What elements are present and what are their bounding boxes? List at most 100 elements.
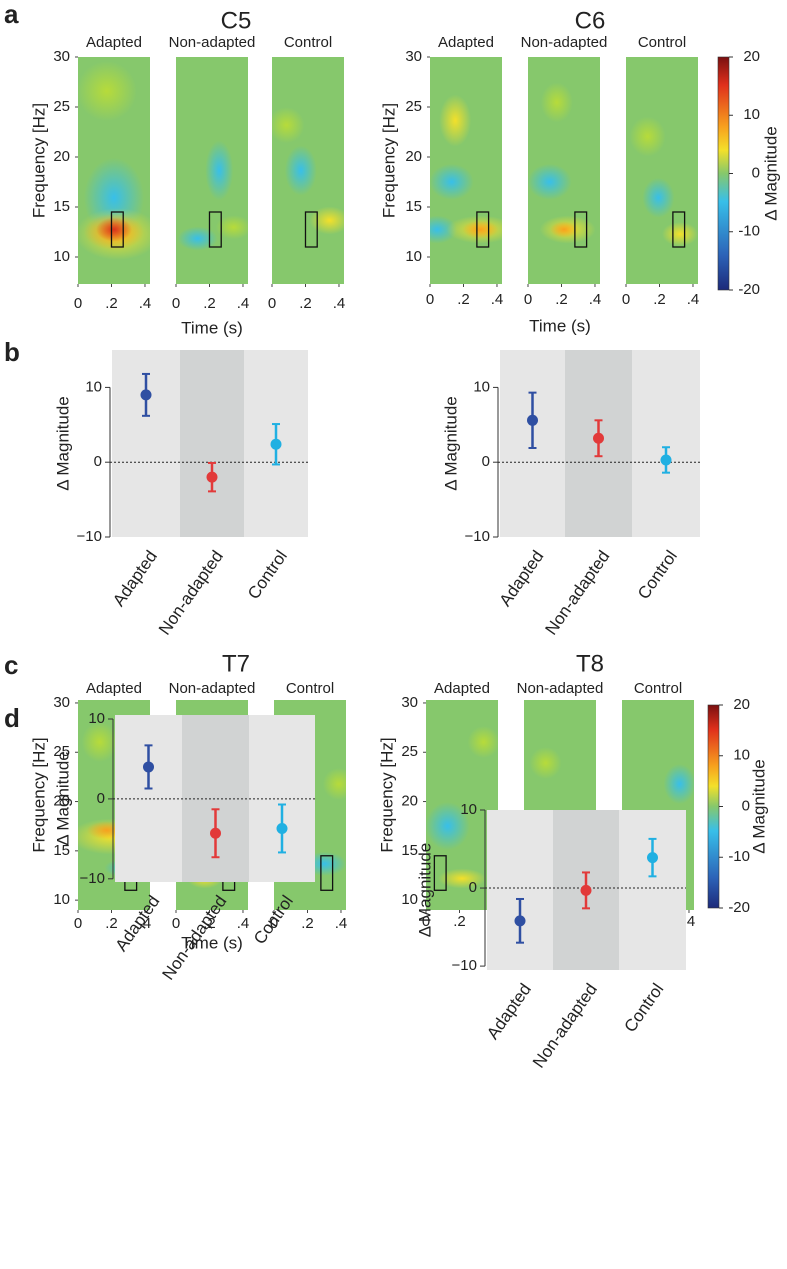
y-tick-label: 15 — [401, 842, 418, 859]
x-tick-label: 0 — [268, 295, 276, 312]
y-tick-label: 10 — [53, 248, 70, 265]
heatmap-panel — [626, 57, 698, 284]
point — [140, 389, 152, 401]
roi-box — [320, 855, 334, 891]
x-tick-label: 0 — [622, 291, 630, 308]
category-label: Non-adapted — [155, 547, 227, 638]
y-axis-label: Frequency [Hz] — [29, 737, 48, 852]
y-tick-label: 10 — [401, 891, 418, 908]
x-tick-label: .4 — [333, 295, 346, 312]
point — [276, 822, 288, 834]
colorbar-tick-label: -10 — [738, 223, 760, 240]
y-tick-label: 30 — [401, 694, 418, 711]
y-tick-label: 15 — [405, 198, 422, 215]
condition-label: Control — [286, 680, 334, 697]
heatmap-blob — [439, 94, 472, 147]
condition-label: Adapted — [86, 34, 142, 51]
roi-box — [110, 211, 124, 248]
x-tick-label: .4 — [139, 295, 152, 312]
heatmap-blob — [550, 221, 578, 238]
y-tick-label: 15 — [53, 198, 70, 215]
heatmap-blob — [528, 163, 572, 200]
heatmap-blob — [309, 206, 344, 235]
colorbar-tick-label: -10 — [728, 848, 750, 865]
colorbar-tick-label: -20 — [738, 281, 760, 298]
condition-label: Control — [638, 34, 686, 51]
roi-box — [304, 211, 318, 248]
y-axis-label: Δ Magnitude — [415, 843, 434, 938]
colorbar-tick-label: 10 — [743, 106, 760, 123]
heatmap-blob — [81, 722, 118, 762]
heatmap-blob — [426, 802, 470, 850]
colorbar-tick-label: -20 — [728, 899, 750, 916]
heatmap-panel — [78, 57, 150, 284]
category-label: Control — [250, 892, 297, 948]
heatmap-panel — [272, 57, 344, 284]
condition-label: Control — [634, 680, 682, 697]
x-tick-label: .4 — [139, 915, 152, 932]
x-tick-label: 0 — [74, 295, 82, 312]
x-tick-label: 0 — [426, 291, 434, 308]
y-axis-label: Δ Magnitude — [53, 751, 72, 846]
point — [580, 884, 592, 896]
heatmap-blob — [78, 61, 137, 122]
heatmap-blob — [272, 107, 305, 144]
colorbar-tick-label: 0 — [752, 164, 760, 181]
heatmap-blob — [322, 768, 346, 800]
y-axis-label: Frequency [Hz] — [379, 103, 398, 218]
colorbar-tick-label: 0 — [742, 797, 750, 814]
y-axis-label: Δ Magnitude — [53, 396, 72, 491]
x-tick-label: .2 — [453, 913, 466, 930]
heatmap-blob — [540, 82, 573, 123]
x-tick-label: 0 — [422, 913, 430, 930]
y-tick-label: 10 — [460, 801, 477, 818]
panel-label: d — [4, 703, 20, 733]
category-band — [180, 350, 244, 537]
y-tick-label: 0 — [97, 790, 105, 807]
chart-title: T8 — [576, 650, 604, 677]
y-tick-label: 30 — [405, 48, 422, 65]
category-label: Adapted — [496, 547, 548, 610]
heatmap-blob — [430, 163, 474, 200]
condition-label: Control — [284, 34, 332, 51]
x-tick-label: .2 — [555, 291, 568, 308]
point — [270, 438, 282, 450]
heatmap-panel — [426, 700, 498, 910]
x-tick-label: .2 — [299, 295, 312, 312]
y-tick-label: 10 — [88, 710, 105, 727]
panel-label: b — [4, 337, 20, 367]
heatmap-blob — [663, 764, 694, 804]
y-tick-label: 25 — [401, 743, 418, 760]
heatmap-blob — [642, 177, 675, 218]
point — [593, 432, 604, 444]
point — [660, 454, 672, 466]
colorbar — [717, 56, 730, 291]
point — [527, 414, 538, 426]
chart-title: C6 — [575, 7, 606, 34]
heatmap-blob — [284, 145, 317, 196]
y-tick-label: 25 — [405, 98, 422, 115]
condition-label: Adapted — [438, 34, 494, 51]
heatmap-blob — [662, 222, 698, 247]
chart-title: C5 — [221, 7, 252, 34]
y-tick-label: 0 — [469, 879, 477, 896]
y-axis-label: Frequency [Hz] — [377, 737, 396, 852]
category-label: Adapted — [483, 980, 535, 1043]
category-band — [619, 810, 686, 970]
condition-label: Non-adapted — [521, 34, 608, 51]
heatmap-blob — [467, 726, 498, 758]
y-tick-label: 25 — [53, 743, 70, 760]
panel-letters: a b c d — [4, 0, 20, 733]
category-label: Adapted — [109, 547, 161, 610]
colorbar-tick-label: 20 — [743, 48, 760, 65]
category-label: Control — [244, 547, 291, 603]
colorbar-tick-label: 10 — [733, 747, 750, 764]
y-tick-label: 30 — [53, 48, 70, 65]
x-tick-label: .2 — [203, 915, 216, 932]
point — [210, 827, 221, 839]
y-tick-label: 10 — [473, 378, 490, 395]
x-axis-label: Time (s) — [529, 316, 591, 335]
roi-box — [208, 211, 222, 248]
condition-label: Non-adapted — [169, 680, 256, 697]
